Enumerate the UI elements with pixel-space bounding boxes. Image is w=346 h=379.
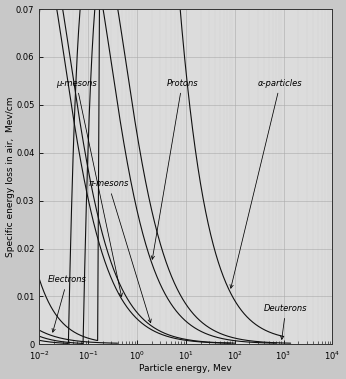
Y-axis label: Specific energy loss in air,  Mev/cm: Specific energy loss in air, Mev/cm — [6, 97, 15, 257]
Text: Protons: Protons — [151, 79, 198, 259]
Text: Electrons: Electrons — [48, 275, 87, 332]
X-axis label: Particle energy, Mev: Particle energy, Mev — [139, 365, 232, 373]
Text: π-mesons: π-mesons — [88, 179, 151, 323]
Text: Deuterons: Deuterons — [264, 304, 308, 339]
Text: α-particles: α-particles — [230, 79, 303, 288]
Text: μ-mesons: μ-mesons — [56, 79, 122, 296]
